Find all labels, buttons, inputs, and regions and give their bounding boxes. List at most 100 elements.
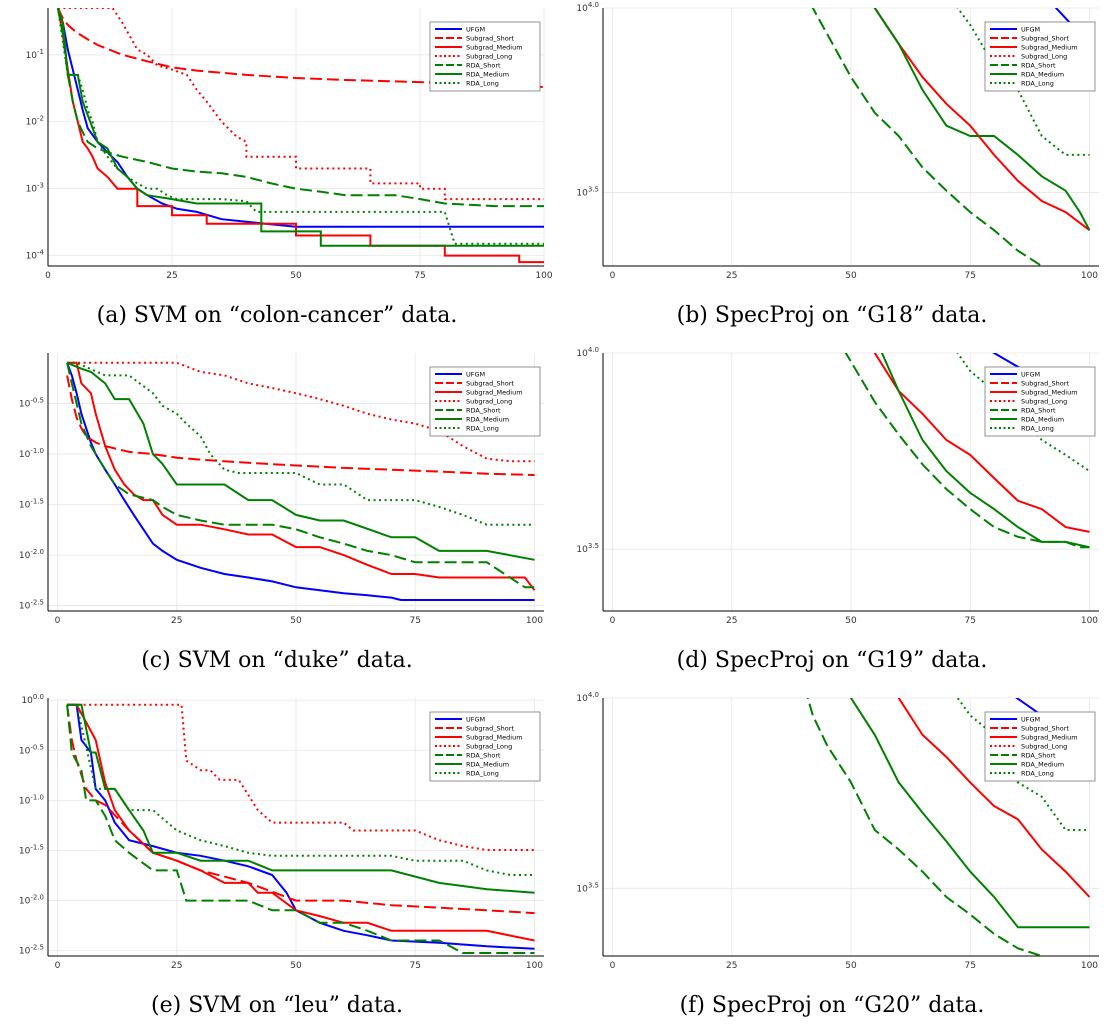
legend-label: RDA_Long [1021,770,1054,778]
series-line-subgrad-short [56,8,544,88]
legend-label: RDA_Medium [466,761,509,769]
series-line-subgrad-medium [897,698,1091,898]
series-line-subgrad-long [67,361,535,463]
series-line-rda-long [67,361,535,526]
x-tick-label: 100 [1081,271,1098,281]
chart-d-svg: 0 25 50 75 100103.5104.0UFGMSubgrad_ShortSub… [576,346,1099,626]
y-tick-label: 10-3 [26,182,44,195]
legend-label: RDA_Medium [466,71,509,79]
panel-c: 0 25 50 75 100 10-2.5 10-2.0 10-1.5 10-1.0 10-0.5… [0,345,554,690]
legend-label: UFGM [1021,371,1040,379]
legend-label: Subgrad_Medium [466,389,523,397]
series-line-subgrad-long [67,703,535,851]
series-line-rda-short [66,362,535,589]
x-tick-label: 100 [526,961,543,971]
x-tick-label: 75 [410,616,421,626]
x-tick-label: 25 [171,961,182,971]
y-tick-label: 10-1 [26,48,44,61]
caption-c: (c) SVM on “duke” data. [141,648,413,673]
legend-box [429,711,541,782]
x-tick-label: 50 [290,616,302,626]
legend-label: RDA_Long [466,425,499,433]
series-line-subgrad-short [66,375,535,476]
x-tick-label: 25 [726,961,737,971]
chart-e-svg: 0 25 50 75 100 10-2.5 10-2.0 10-1.5 10-1.0 10-0.5… [19,693,544,971]
x-tick-label: 0 [610,271,616,281]
x-tick-label: 50 [290,961,302,971]
caption-a: (a) SVM on “colon-cancer” data. [96,303,458,328]
series-line-rda-short [844,353,1090,549]
y-tick-label: 10-4 [26,249,45,262]
y-tick-label: 100.0 [21,693,44,706]
caption-f: (f) SpecProj on “G20” data. [679,993,985,1018]
caption-b: (b) SpecProj on “G18” data. [676,303,988,328]
x-tick-label: 100 [526,616,543,626]
x-tick-label: 75 [965,271,976,281]
y-tick-label: 10-1.0 [19,793,44,806]
legend-label: RDA_Medium [466,416,509,424]
x-tick-label: 25 [726,616,737,626]
chart-b-svg: 0 25 50 75 100103.5104.0UFGMSubgrad_ShortSub… [576,1,1099,281]
legend-label: RDA_Long [1021,80,1054,88]
series-line-subgrad-medium [67,361,536,591]
legend-label: UFGM [1021,26,1040,34]
legend-label: Subgrad_Short [466,380,514,388]
series-line-rda-short [56,8,544,208]
legend-box [429,21,541,92]
legend-label: RDA_Short [466,407,501,415]
series-line-rda-long [67,703,535,876]
x-tick-label: 50 [845,271,857,281]
legend-box [984,366,1096,437]
series-line-rda-medium [66,361,535,561]
x-tick-label: 100 [1081,961,1098,971]
legend-label: Subgrad_Short [466,35,514,43]
legend-label: RDA_Long [466,80,499,88]
legend-label: Subgrad_Long [1021,53,1067,61]
legend-label: Subgrad_Long [466,398,512,406]
series-line-rda-long [56,8,544,245]
y-tick-label: 103.5 [576,186,599,199]
legend-label: UFGM [466,371,485,379]
y-tick-label: 104.0 [576,691,599,704]
series-line-rda-medium [67,703,535,894]
x-tick-label: 0 [55,616,61,626]
y-tick-label: 10-0.5 [19,743,44,756]
x-tick-label: 100 [1081,616,1098,626]
panel-b: 0 25 50 75 100 103.5 104.0 UFGM Subgrad_Short Sub… [555,0,1109,345]
series-line-subgrad-long [57,8,544,201]
series-line-rda-medium [873,8,1091,231]
legend-label: RDA_Medium [1021,71,1064,79]
legend-label: RDA_Short [466,752,501,760]
y-tick-label: 10-2 [26,115,44,128]
legend-label: Subgrad_Short [1021,35,1069,43]
legend-label: RDA_Long [466,770,499,778]
legend-label: Subgrad_Long [1021,398,1067,406]
y-tick-label: 104.0 [576,346,599,359]
x-tick-label: 0 [610,961,616,971]
legend-label: UFGM [1021,716,1040,724]
series-line-rda-medium [880,353,1090,549]
series-line-subgrad-medium [67,703,535,942]
legend-label: RDA_Medium [1021,416,1064,424]
legend-box [429,366,541,437]
legend-label: Subgrad_Long [1021,743,1067,751]
legend-label: Subgrad_Medium [1021,389,1078,397]
series-line-subgrad-medium [873,353,1090,533]
y-tick-label: 104.0 [576,1,599,14]
legend-label: Subgrad_Long [466,743,512,751]
chart-f-svg: 0 25 50 75 100103.5104.0UFGMSubgrad_ShortSub… [576,691,1099,971]
legend-label: Subgrad_Short [1021,380,1069,388]
series-line-rda-medium [56,8,544,247]
series-line-ufgm [66,362,535,601]
legend-label: Subgrad_Medium [1021,44,1078,52]
x-tick-label: 50 [845,616,857,626]
legend-box [984,711,1096,782]
panel-d: 0 25 50 75 100 103.5 104.0 UFGM Subgrad_Short Sub… [555,345,1109,690]
x-tick-label: 25 [166,271,177,281]
y-tick-label: 10-0.5 [19,397,44,410]
y-tick-label: 103.5 [576,542,599,555]
x-tick-label: 100 [535,271,552,281]
legend-label: RDA_Short [1021,752,1056,760]
legend-label: RDA_Medium [1021,761,1064,769]
legend-label: Subgrad_Short [1021,725,1069,733]
